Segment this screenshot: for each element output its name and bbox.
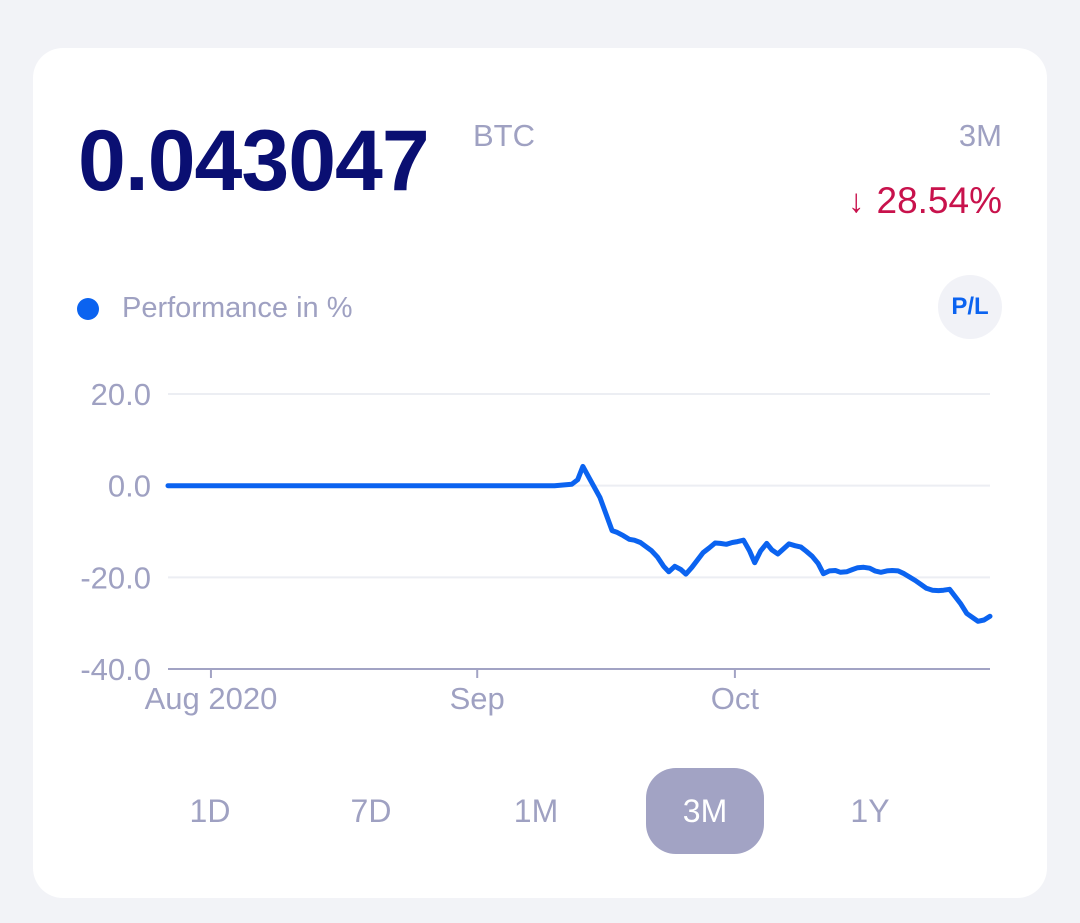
period-button-1y[interactable]: 1Y: [811, 768, 929, 854]
chart-legend: Performance in %: [77, 292, 353, 325]
legend-dot-icon: [77, 297, 99, 320]
performance-change: ↓ 28.54%: [848, 182, 1002, 219]
change-percent: 28.54%: [876, 180, 1003, 221]
arrow-down-icon: ↓: [848, 182, 865, 219]
y-tick-label: -20.0: [80, 560, 151, 595]
x-tick-label: Aug 2020: [145, 681, 278, 716]
x-tick-label: Sep: [450, 681, 505, 716]
selected-period-label: 3M: [958, 118, 1002, 153]
period-selector: 1D 7D 1M 3M 1Y: [33, 768, 1047, 854]
portfolio-card: 0.043047 BTC 3M ↓ 28.54% Performance in …: [33, 48, 1047, 898]
period-button-7d[interactable]: 7D: [312, 768, 430, 854]
y-tick-label: 0.0: [108, 469, 151, 504]
y-tick-label: -40.0: [80, 652, 151, 687]
pl-toggle-button[interactable]: P/L: [938, 275, 1002, 339]
period-button-1m[interactable]: 1M: [477, 768, 595, 854]
x-tick-label: Oct: [711, 681, 760, 716]
y-tick-label: 20.0: [91, 377, 151, 412]
currency-unit: BTC: [473, 118, 535, 153]
performance-series-line: [165, 463, 993, 624]
legend-label: Performance in %: [122, 292, 353, 324]
balance-value: 0.043047: [78, 113, 430, 209]
period-button-1d[interactable]: 1D: [151, 768, 269, 854]
period-button-3m[interactable]: 3M: [646, 768, 764, 854]
